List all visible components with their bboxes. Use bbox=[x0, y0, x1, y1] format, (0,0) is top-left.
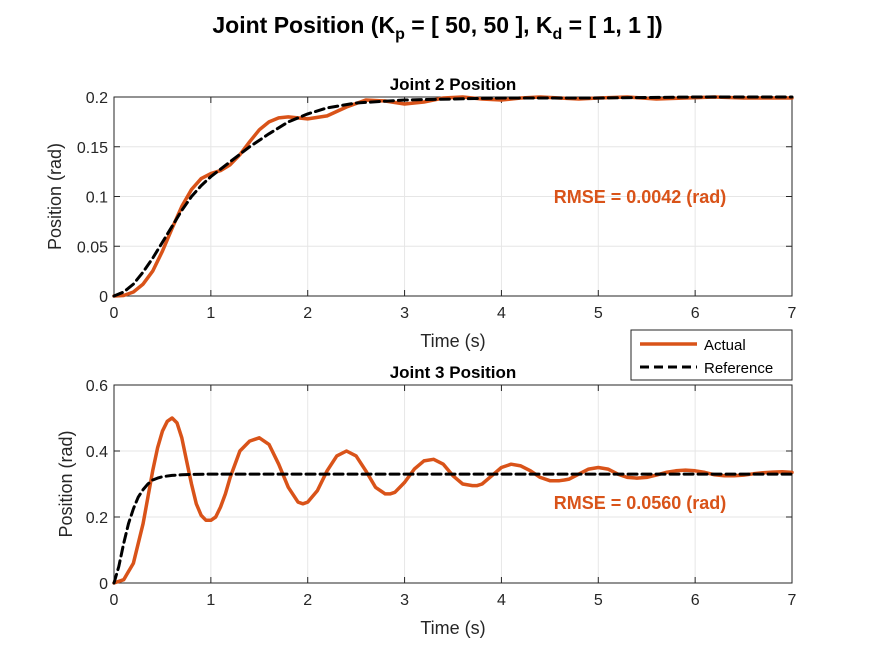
joint-3-plot-area bbox=[114, 385, 792, 583]
joint-3-axes: 0 1 2 3 4 5 6 7 0 0.2 0.4 0.6 Joint 3 Position Time (… bbox=[56, 363, 797, 638]
legend-actual-label: Actual bbox=[704, 337, 746, 354]
joint-3-xtick-label: 2 bbox=[303, 592, 312, 609]
joint-3-ytick-label: 0.6 bbox=[86, 378, 108, 395]
joint-2-xtick-label: 4 bbox=[497, 305, 506, 322]
figure-title-subscript-d: d bbox=[552, 26, 563, 43]
joint-3-xtick-label: 1 bbox=[206, 592, 215, 609]
joint-2-rmse-annotation: RMSE = 0.0042 (rad) bbox=[554, 187, 727, 207]
joint-2-ytick-label: 0 bbox=[99, 289, 108, 306]
joint-2-xtick-label: 7 bbox=[788, 305, 797, 322]
figure-title-part-3: = [ 1, 1 ]) bbox=[562, 12, 663, 38]
joint-2-xtick-label: 0 bbox=[110, 305, 119, 322]
joint-2-ytick-label: 0.2 bbox=[86, 90, 108, 107]
joint-2-axes: 0 1 2 3 4 5 6 7 0 0.05 0.1 0.15 0.2 Joint 2 Position T… bbox=[45, 75, 797, 351]
joint-3-series-reference bbox=[112, 472, 794, 585]
joint-3-ytick-label: 0.2 bbox=[86, 510, 108, 527]
joint-2-ylabel: Position (rad) bbox=[45, 143, 65, 250]
joint-2-xtick-label: 3 bbox=[400, 305, 409, 322]
joint-3-xtick-label: 6 bbox=[691, 592, 700, 609]
figure-title: Joint Position (Kp = [ 50, 50 ], Kd = [ … bbox=[0, 12, 875, 44]
joint-3-xtick-label: 5 bbox=[594, 592, 603, 609]
joint-2-xtick-label: 2 bbox=[303, 305, 312, 322]
joint-2-ytick-label: 0.15 bbox=[77, 140, 108, 157]
joint-3-ytick-label: 0.4 bbox=[86, 444, 108, 461]
joint-3-rmse-annotation: RMSE = 0.0560 (rad) bbox=[554, 493, 727, 513]
joint-3-xtick-label: 7 bbox=[788, 592, 797, 609]
figure-title-subscript-p: p bbox=[395, 26, 405, 43]
joint-2-xtick-label: 6 bbox=[691, 305, 700, 322]
joint-3-xtick-label: 3 bbox=[400, 592, 409, 609]
joint-2-xtick-label: 1 bbox=[206, 305, 215, 322]
joint-3-title: Joint 3 Position bbox=[390, 363, 517, 382]
joint-2-ytick-label: 0.1 bbox=[86, 190, 108, 207]
joint-3-axes-box bbox=[113, 384, 793, 584]
joint-2-ytick-label: 0.05 bbox=[77, 239, 108, 256]
joint-3-xtick-label: 4 bbox=[497, 592, 506, 609]
joint-2-xtick-label: 5 bbox=[594, 305, 603, 322]
joint-2-title: Joint 2 Position bbox=[390, 75, 517, 94]
joint-3-xlabel: Time (s) bbox=[420, 618, 485, 638]
figure-title-part-1: Joint Position (K bbox=[212, 12, 396, 38]
joint-2-xlabel: Time (s) bbox=[420, 331, 485, 351]
joint-2-series-reference bbox=[112, 95, 794, 298]
figure-title-part-2: = [ 50, 50 ], K bbox=[404, 12, 553, 38]
legend-reference-label: Reference bbox=[704, 360, 773, 377]
joint-3-xtick-label: 0 bbox=[110, 592, 119, 609]
legend: Actual Reference bbox=[630, 329, 793, 381]
joint-3-ytick-label: 0 bbox=[99, 576, 108, 593]
joint-3-ylabel: Position (rad) bbox=[56, 430, 76, 537]
legend-box bbox=[630, 329, 793, 381]
